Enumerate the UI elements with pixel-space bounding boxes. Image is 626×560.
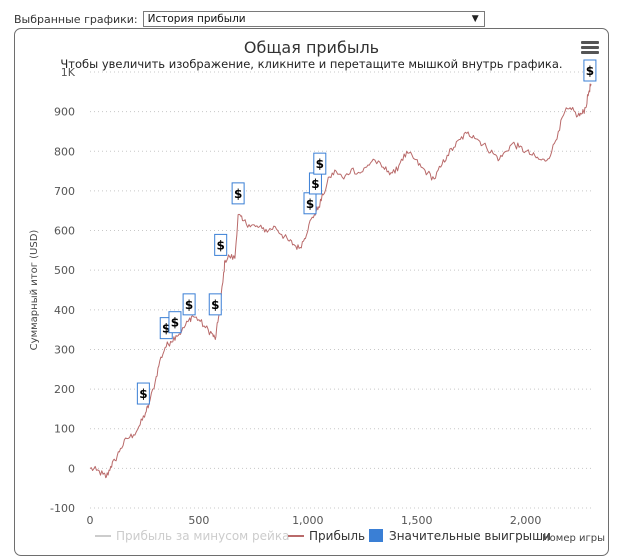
y-tick-label: 800 (54, 145, 75, 158)
y-tick-label: 900 (54, 106, 75, 119)
flag-label: $ (316, 157, 324, 171)
flag-label: $ (211, 298, 219, 312)
y-tick-label: 100 (54, 423, 75, 436)
y-tick-label: 500 (54, 264, 75, 277)
flag-box (168, 311, 182, 334)
flag-label: $ (306, 197, 314, 211)
flag-label: $ (162, 322, 170, 336)
y-tick-label: 400 (54, 304, 75, 317)
chart-select-dropdown[interactable]: История прибыли ▼ (142, 11, 485, 27)
x-tick-label: 500 (188, 514, 209, 527)
select-value: История прибыли (147, 13, 246, 25)
flag-box (136, 382, 150, 405)
hamburger-menu-icon[interactable] (581, 41, 599, 55)
chart-title: Общая прибыль (243, 38, 380, 57)
profit-chart[interactable]: -100 0 100 200 300 400 500 600 700 800 900 1K 0 500 1,… (15, 29, 608, 555)
legend-big-wins[interactable]: Значительные выигрыши (389, 529, 551, 543)
y-tick-label: 1K (61, 66, 76, 79)
flag-box (182, 293, 196, 316)
flag-label: $ (171, 316, 179, 330)
y-tick-label: -100 (50, 502, 75, 515)
dropdown-arrow-icon[interactable]: ▼ (471, 14, 479, 24)
legend-symbol-big-wins[interactable] (369, 529, 383, 542)
legend-net-profit[interactable]: Прибыль за минусом рейка (116, 529, 289, 543)
chart-selector: Выбранные графики: История прибыли ▼ (14, 11, 485, 27)
selector-label: Выбранные графики: (14, 12, 138, 26)
flag-label: $ (234, 187, 242, 201)
x-tick-label: 1,000 (292, 514, 324, 527)
flag-label: $ (185, 298, 193, 312)
legend-profit[interactable]: Прибыль (309, 529, 365, 543)
x-tick-label: 0 (87, 514, 94, 527)
flag-box (583, 59, 597, 82)
x-axis-title: Номер игры (542, 533, 605, 544)
y-tick-label: 300 (54, 343, 75, 356)
flag-label: $ (311, 177, 319, 191)
flag-box (214, 233, 228, 256)
y-tick-label: 600 (54, 225, 75, 238)
x-tick-label: 1,500 (401, 514, 433, 527)
x-tick-label: 2,000 (510, 514, 542, 527)
profit-series-line (89, 83, 592, 479)
flag-box (231, 182, 245, 205)
y-axis-title: Суммарный итог (USD) (29, 230, 40, 351)
flag-label: $ (139, 387, 147, 401)
flag-label: $ (217, 238, 225, 252)
chart-panel[interactable]: Общая прибыль Чтобы увеличить изображени… (14, 28, 609, 556)
flag-label: $ (586, 64, 594, 78)
y-tick-label: 0 (68, 462, 75, 475)
y-tick-label: 700 (54, 185, 75, 198)
flag-box (313, 152, 327, 175)
flag-box (208, 293, 222, 316)
chart-subtitle: Чтобы увеличить изображение, кликните и … (60, 57, 563, 71)
y-tick-label: 200 (54, 383, 75, 396)
